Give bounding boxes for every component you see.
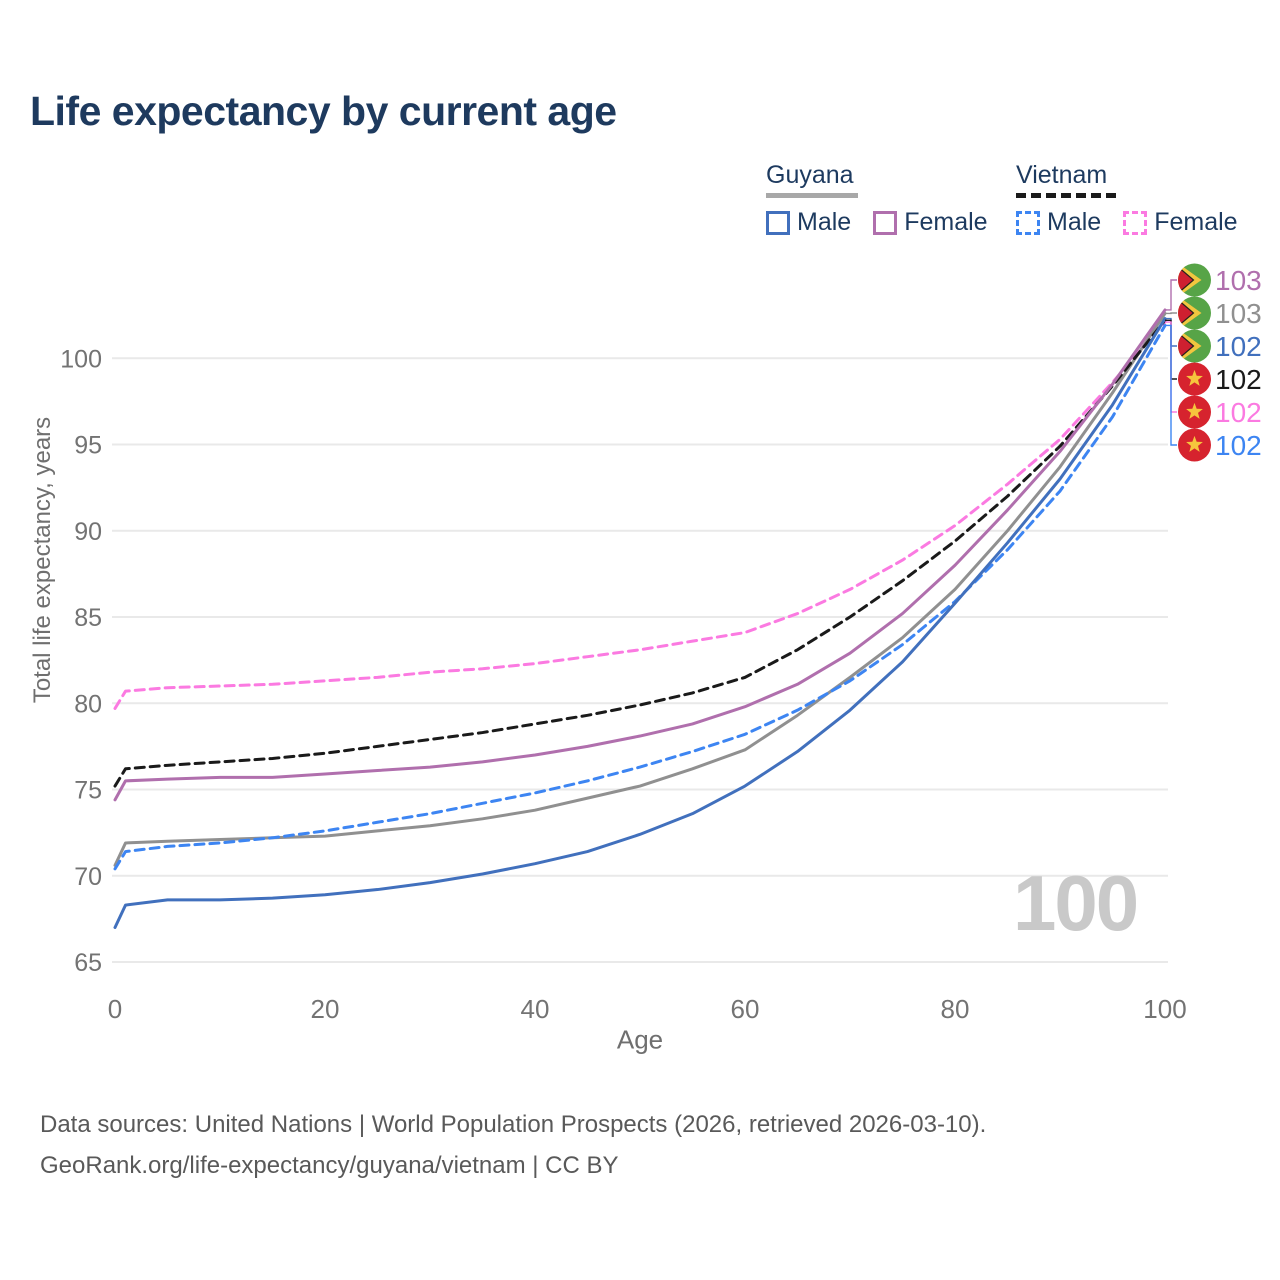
legend-item-vietnam-male[interactable]: Male	[1016, 208, 1101, 237]
guyana-male-swatch-icon	[766, 210, 790, 235]
legend-underline-dashed	[1016, 193, 1116, 198]
vietnam-flag-icon	[1178, 395, 1211, 429]
age-counter-watermark: 100	[1013, 859, 1139, 947]
y-tick-label: 100	[60, 345, 102, 373]
series-line-guyana-both-sexes[interactable]	[113, 311, 1167, 867]
vietnam-flag-icon	[1178, 362, 1211, 396]
y-tick-label: 70	[74, 863, 102, 891]
legend-label: Female	[904, 208, 988, 236]
end-label-value: 103	[1215, 298, 1262, 329]
x-tick-label: 60	[731, 994, 760, 1024]
legend-heading-vietnam: Vietnam	[1016, 161, 1108, 189]
guyana-female-swatch-icon	[873, 210, 898, 235]
legend-item-guyana-male[interactable]: Male	[766, 208, 851, 237]
x-axis-title: Age	[616, 1024, 664, 1055]
legend-item-vietnam-female[interactable]: Female	[1123, 208, 1238, 237]
footer-citation: GeoRank.org/life-expectancy/guyana/vietn…	[40, 1152, 619, 1179]
vietnam-male-swatch-icon	[1016, 210, 1040, 235]
legend-label: Male	[1047, 208, 1102, 236]
x-tick-label: 20	[311, 994, 340, 1024]
legend-heading-guyana: Guyana	[766, 161, 854, 189]
series-line-guyana-male[interactable]	[113, 317, 1167, 929]
guyana-flag-icon	[1178, 263, 1211, 297]
series-line-vietnam-male[interactable]	[113, 323, 1167, 871]
end-label-value: 103	[1215, 265, 1262, 296]
end-label-connector	[1165, 324, 1177, 446]
end-label-value: 102	[1215, 397, 1262, 428]
y-tick-label: 65	[74, 949, 102, 977]
y-tick-label: 75	[74, 777, 102, 805]
x-tick-label: 40	[521, 994, 550, 1024]
y-tick-label: 95	[74, 432, 102, 460]
series-line-vietnam-both-sexes[interactable]	[113, 318, 1167, 788]
legend-label: Male	[797, 208, 852, 236]
footer: Data sources: United Nations | World Pop…	[40, 1104, 986, 1186]
end-label-value: 102	[1215, 364, 1262, 395]
x-tick-label: 100	[1143, 994, 1186, 1024]
guyana-flag-icon	[1178, 296, 1211, 330]
series-line-guyana-female[interactable]	[113, 308, 1167, 802]
legend-label: Female	[1154, 208, 1238, 236]
vietnam-female-swatch-icon	[1123, 210, 1148, 235]
x-tick-label: 0	[108, 994, 122, 1024]
legend-group-vietnam: Vietnam Male Female	[1016, 161, 1238, 237]
legend-underline-solid	[766, 193, 858, 198]
y-tick-label: 80	[74, 690, 102, 718]
end-label-value: 102	[1215, 430, 1262, 461]
legend-item-guyana-female[interactable]: Female	[873, 208, 988, 237]
vietnam-flag-icon	[1178, 428, 1211, 462]
y-tick-label: 85	[74, 604, 102, 632]
x-tick-label: 80	[941, 994, 970, 1024]
end-label-value: 102	[1215, 331, 1262, 362]
series-line-vietnam-female[interactable]	[113, 320, 1167, 710]
legend-group-guyana: Guyana Male Female	[766, 161, 988, 237]
y-tick-label: 90	[74, 518, 102, 546]
end-label-connector	[1165, 279, 1177, 311]
page-title: Life expectancy by current age	[30, 88, 617, 134]
footer-data-sources: Data sources: United Nations | World Pop…	[40, 1111, 987, 1138]
guyana-flag-icon	[1178, 329, 1211, 363]
